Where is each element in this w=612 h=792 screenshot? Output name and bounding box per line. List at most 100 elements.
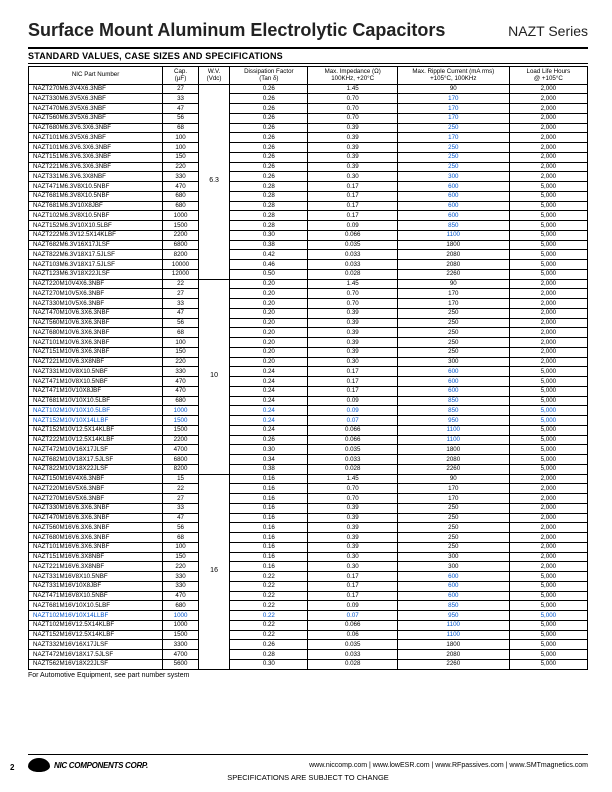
part-number: NAZT681M6.3V8X10.5NBF — [29, 191, 163, 201]
df-value: 0.22 — [230, 611, 308, 621]
df-value: 0.30 — [230, 659, 308, 669]
life-value: 5,000 — [509, 601, 587, 611]
part-number: NAZT562M16V18X22JLSF — [29, 659, 163, 669]
imp-value: 0.17 — [308, 182, 397, 192]
table-row: NAZT682M6.3V16X17JLSF68000.380.03518005,… — [29, 240, 588, 250]
cap-value: 12000 — [163, 269, 199, 279]
table-header-row: NIC Part NumberCap.(µF)W.V.(Vdc)Dissipat… — [29, 67, 588, 85]
df-value: 0.22 — [230, 630, 308, 640]
table-row: NAZT270M16V5X6.3NBF270.160.701702,000 — [29, 494, 588, 504]
cap-value: 470 — [163, 377, 199, 387]
part-number: NAZT221M10V6.3X8NBF — [29, 357, 163, 367]
ripple-value: 250 — [397, 347, 509, 357]
life-value: 2,000 — [509, 328, 587, 338]
cap-value: 100 — [163, 542, 199, 552]
cap-value: 100 — [163, 143, 199, 153]
df-value: 0.46 — [230, 260, 308, 270]
imp-value: 0.17 — [308, 191, 397, 201]
df-value: 0.38 — [230, 464, 308, 474]
imp-value: 0.09 — [308, 396, 397, 406]
wv-value: 16 — [198, 474, 229, 669]
imp-value: 0.17 — [308, 572, 397, 582]
imp-value: 0.17 — [308, 201, 397, 211]
part-number: NAZT680M10V6.3X6.3NBF — [29, 328, 163, 338]
life-value: 2,000 — [509, 503, 587, 513]
ripple-value: 600 — [397, 367, 509, 377]
part-number: NAZT221M16V6.3X8NBF — [29, 562, 163, 572]
part-number: NAZT331M16V10X8JBF — [29, 581, 163, 591]
table-row: NAZT681M10V10X10.5LBF6800.240.098505,000 — [29, 396, 588, 406]
table-row: NAZT222M10V12.5X14KLBF22000.260.06611005… — [29, 435, 588, 445]
ripple-value: 170 — [397, 299, 509, 309]
life-value: 5,000 — [509, 240, 587, 250]
table-row: NAZT681M6.3V8X10.5NBF6800.280.176005,000 — [29, 191, 588, 201]
ripple-value: 300 — [397, 552, 509, 562]
ripple-value: 250 — [397, 533, 509, 543]
life-value: 2,000 — [509, 123, 587, 133]
part-number: NAZT102M16V10X14LLBF — [29, 611, 163, 621]
df-value: 0.16 — [230, 552, 308, 562]
cap-value: 1500 — [163, 221, 199, 231]
imp-value: 0.07 — [308, 416, 397, 426]
cap-value: 15 — [163, 474, 199, 484]
col-header: W.V.(Vdc) — [198, 67, 229, 85]
cap-value: 330 — [163, 172, 199, 182]
life-value: 2,000 — [509, 143, 587, 153]
table-row: NAZT331M10V8X10.5NBF3300.240.176005,000 — [29, 367, 588, 377]
imp-value: 1.45 — [308, 84, 397, 94]
footer: NIC COMPONENTS CORP. www.niccomp.com | w… — [28, 754, 588, 782]
imp-value: 0.17 — [308, 211, 397, 221]
cap-value: 680 — [163, 191, 199, 201]
table-row: NAZT221M10V6.3X8NBF2200.200.303002,000 — [29, 357, 588, 367]
life-value: 5,000 — [509, 191, 587, 201]
table-row: NAZT471M16V8X10.5NBF4700.220.176005,000 — [29, 591, 588, 601]
table-row: NAZT332M16V16X17JLSF33000.260.03518005,0… — [29, 640, 588, 650]
part-number: NAZT102M10V10X10.5LBF — [29, 406, 163, 416]
ripple-value: 1800 — [397, 445, 509, 455]
df-value: 0.26 — [230, 172, 308, 182]
df-value: 0.24 — [230, 386, 308, 396]
life-value: 2,000 — [509, 552, 587, 562]
df-value: 0.28 — [230, 650, 308, 660]
imp-value: 0.17 — [308, 367, 397, 377]
cap-value: 8200 — [163, 250, 199, 260]
cap-value: 100 — [163, 338, 199, 348]
part-number: NAZT331M16V8X10.5NBF — [29, 572, 163, 582]
life-value: 5,000 — [509, 464, 587, 474]
imp-value: 0.70 — [308, 94, 397, 104]
ripple-value: 90 — [397, 84, 509, 94]
table-row: NAZT222M6.3V12.5X14KLBF22000.300.0661100… — [29, 230, 588, 240]
life-value: 5,000 — [509, 386, 587, 396]
life-value: 2,000 — [509, 513, 587, 523]
df-value: 0.16 — [230, 523, 308, 533]
life-value: 5,000 — [509, 581, 587, 591]
datasheet-page: Surface Mount Aluminum Electrolytic Capa… — [0, 0, 612, 792]
cap-value: 680 — [163, 601, 199, 611]
df-value: 0.26 — [230, 104, 308, 114]
part-number: NAZT472M16V18X17.5JLSF — [29, 650, 163, 660]
df-value: 0.16 — [230, 533, 308, 543]
part-number: NAZT220M10V4X6.3NBF — [29, 279, 163, 289]
cap-value: 68 — [163, 328, 199, 338]
life-value: 2,000 — [509, 104, 587, 114]
cap-value: 1000 — [163, 211, 199, 221]
imp-value: 0.39 — [308, 308, 397, 318]
table-row: NAZT151M16V6.3X8NBF1500.160.303002,000 — [29, 552, 588, 562]
imp-value: 0.39 — [308, 318, 397, 328]
spec-change: SPECIFICATIONS ARE SUBJECT TO CHANGE — [28, 773, 588, 782]
imp-value: 0.39 — [308, 542, 397, 552]
part-number: NAZT222M10V12.5X14KLBF — [29, 435, 163, 445]
col-header: Cap.(µF) — [163, 67, 199, 85]
imp-value: 0.30 — [308, 562, 397, 572]
cap-value: 33 — [163, 94, 199, 104]
table-row: NAZT270M10V5X6.3NBF270.200.701702,000 — [29, 289, 588, 299]
life-value: 2,000 — [509, 562, 587, 572]
ripple-value: 2260 — [397, 659, 509, 669]
cap-value: 33 — [163, 299, 199, 309]
df-value: 0.24 — [230, 416, 308, 426]
section-header: STANDARD VALUES, CASE SIZES AND SPECIFIC… — [28, 47, 588, 64]
life-value: 2,000 — [509, 162, 587, 172]
imp-value: 0.70 — [308, 289, 397, 299]
part-number: NAZT560M6.3V5X6.3NBF — [29, 113, 163, 123]
imp-value: 0.30 — [308, 552, 397, 562]
